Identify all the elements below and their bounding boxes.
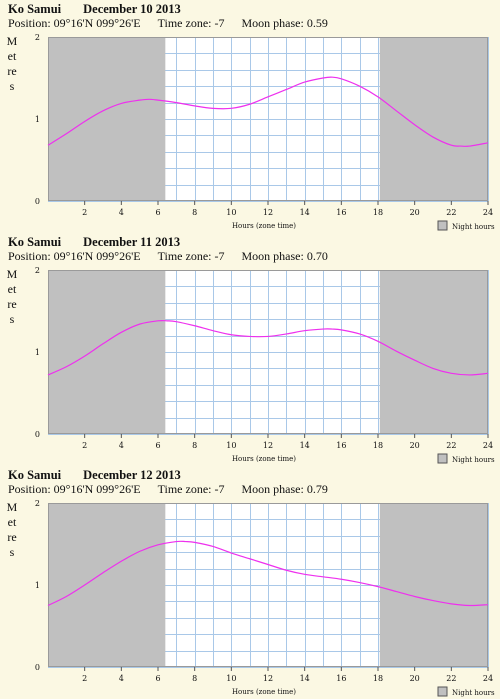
plot-frame: [48, 37, 488, 201]
panel-info: Position: 09°16'N 099°26'E Time zone: -7…: [8, 249, 328, 264]
panel-date: December 11 2013: [83, 235, 181, 249]
timezone-label: Time zone: -7: [157, 16, 225, 30]
panel-title: Ko Samui December 12 2013: [8, 468, 181, 483]
x-tick-label: 18: [373, 441, 383, 450]
x-tick-label: 8: [192, 208, 197, 217]
night-shading: [48, 503, 166, 667]
legend-swatch: [437, 453, 448, 464]
panel-title: Ko Samui December 10 2013: [8, 2, 181, 17]
tide-panel-day-3: Ko Samui December 12 2013 Position: 09°16…: [0, 466, 500, 699]
panel-info: Position: 09°16'N 099°26'E Time zone: -7…: [8, 482, 328, 497]
x-axis-label: Hours (zone time): [232, 688, 296, 696]
x-tick-label: 10: [226, 441, 236, 450]
x-tick-label: 16: [336, 208, 346, 217]
legend-swatch: [437, 686, 448, 697]
x-tick-label: 12: [263, 208, 273, 217]
x-tick-label: 18: [373, 208, 383, 217]
x-tick-label: 14: [300, 208, 310, 217]
legend-swatch: [437, 220, 448, 231]
panel-info: Position: 09°16'N 099°26'E Time zone: -7…: [8, 16, 328, 31]
x-tick-label: 8: [192, 441, 197, 450]
x-tick-label: 20: [410, 441, 420, 450]
y-tick-label: 2: [35, 33, 40, 42]
legend-label: Night hours: [452, 223, 495, 231]
y-tick-label: 1: [35, 348, 40, 357]
timezone-label: Time zone: -7: [157, 249, 225, 263]
x-tick-label: 14: [300, 674, 310, 683]
x-tick-label: 6: [155, 441, 160, 450]
night-shading: [379, 37, 488, 201]
y-tick-label: 0: [35, 430, 40, 439]
x-tick-label: 22: [446, 674, 456, 683]
x-tick-label: 24: [483, 441, 493, 450]
tide-panel-day-2: Ko Samui December 11 2013 Position: 09°16…: [0, 233, 500, 466]
x-tick-label: 6: [155, 674, 160, 683]
x-tick-label: 10: [226, 674, 236, 683]
position-label: Position: 09°16'N 099°26'E: [8, 249, 141, 263]
tide-curve: [47, 76, 489, 147]
y-axis-label: Metres: [6, 34, 18, 93]
x-tick-label: 4: [119, 674, 124, 683]
night-shading: [48, 270, 166, 434]
x-tick-label: 18: [373, 674, 383, 683]
y-tick-label: 0: [35, 663, 40, 672]
legend-label: Night hours: [452, 456, 495, 464]
x-tick-label: 20: [410, 674, 420, 683]
x-tick-label: 12: [263, 674, 273, 683]
tide-curve: [47, 540, 489, 607]
moon-phase-label: Moon phase: 0.79: [241, 482, 328, 496]
y-tick-label: 1: [35, 115, 40, 124]
x-axis-label: Hours (zone time): [232, 222, 296, 230]
x-tick-label: 6: [155, 208, 160, 217]
x-tick-label: 24: [483, 208, 493, 217]
x-tick-label: 16: [336, 441, 346, 450]
panel-date: December 12 2013: [83, 468, 181, 482]
position-label: Position: 09°16'N 099°26'E: [8, 482, 141, 496]
moon-phase-label: Moon phase: 0.70: [241, 249, 328, 263]
tide-panel-day-1: Ko Samui December 10 2013 Position: 09°16…: [0, 0, 500, 233]
night-shading: [379, 270, 488, 434]
timezone-label: Time zone: -7: [157, 482, 225, 496]
location-name: Ko Samui: [8, 2, 62, 16]
legend-label: Night hours: [452, 689, 495, 697]
x-tick-label: 20: [410, 208, 420, 217]
x-axis-label: Hours (zone time): [232, 455, 296, 463]
x-tick-label: 8: [192, 674, 197, 683]
x-tick-label: 14: [300, 441, 310, 450]
panel-date: December 10 2013: [83, 2, 181, 16]
x-tick-label: 22: [446, 208, 456, 217]
y-tick-label: 2: [35, 266, 40, 275]
moon-phase-label: Moon phase: 0.59: [241, 16, 328, 30]
night-shading: [379, 503, 488, 667]
x-tick-label: 2: [82, 208, 87, 217]
x-tick-label: 2: [82, 674, 87, 683]
y-tick-label: 2: [35, 499, 40, 508]
plot-frame: [48, 270, 488, 434]
location-name: Ko Samui: [8, 235, 62, 249]
position-label: Position: 09°16'N 099°26'E: [8, 16, 141, 30]
x-tick-label: 10: [226, 208, 236, 217]
y-tick-label: 1: [35, 581, 40, 590]
x-tick-label: 2: [82, 441, 87, 450]
x-tick-label: 4: [119, 441, 124, 450]
x-tick-label: 16: [336, 674, 346, 683]
plot-frame: [48, 503, 488, 667]
x-tick-label: 4: [119, 208, 124, 217]
x-tick-label: 12: [263, 441, 273, 450]
location-name: Ko Samui: [8, 468, 62, 482]
y-tick-label: 0: [35, 197, 40, 206]
x-tick-label: 22: [446, 441, 456, 450]
panel-title: Ko Samui December 11 2013: [8, 235, 180, 250]
y-axis-label: Metres: [6, 267, 18, 326]
night-shading: [48, 37, 166, 201]
tide-curve: [47, 319, 489, 376]
x-tick-label: 24: [483, 674, 493, 683]
y-axis-label: Metres: [6, 500, 18, 559]
